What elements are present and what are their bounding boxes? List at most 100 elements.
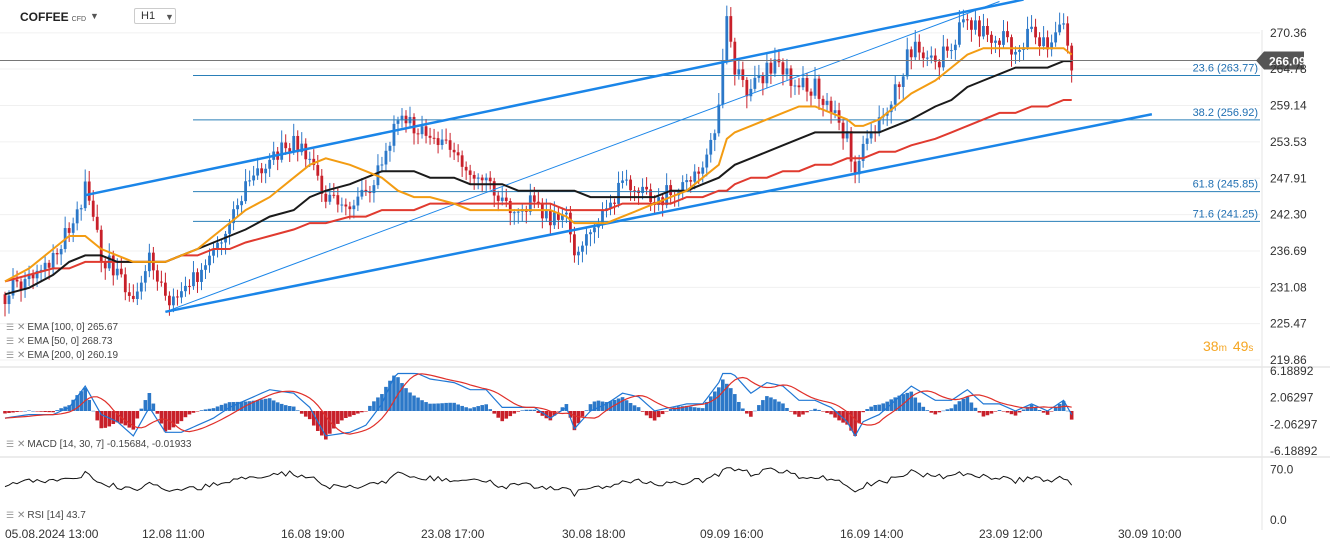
- candle-body: [55, 252, 59, 255]
- candle-body: [1058, 24, 1062, 33]
- candle-body: [544, 210, 548, 219]
- candle-body: [296, 135, 300, 153]
- macd-histogram-bar: [789, 411, 793, 412]
- candle-body: [629, 179, 632, 191]
- remove-icon[interactable]: ✕: [17, 510, 26, 521]
- macd-histogram-bar: [901, 394, 906, 411]
- macd-histogram-bar: [761, 400, 765, 411]
- candle-body: [697, 171, 701, 174]
- candle-body: [577, 251, 580, 256]
- symbol-title[interactable]: COFFEE CFD: [20, 10, 86, 24]
- candle-body: [440, 139, 444, 146]
- candle-body: [793, 85, 797, 87]
- symbol-dropdown-icon[interactable]: ▼: [90, 11, 99, 21]
- candle-body: [925, 57, 929, 59]
- macd-histogram-bar: [664, 411, 669, 412]
- macd-histogram-bar: [223, 403, 228, 411]
- macd-histogram-bar: [512, 411, 517, 414]
- menu-icon[interactable]: ☰: [6, 350, 15, 360]
- candle-body: [436, 138, 440, 146]
- macd-histogram-bar: [953, 404, 958, 411]
- macd-histogram-bar: [324, 411, 328, 440]
- candle-body: [1034, 26, 1037, 38]
- menu-icon[interactable]: ☰: [6, 336, 15, 346]
- candle-body: [212, 249, 215, 256]
- macd-histogram-bar: [929, 411, 934, 413]
- candle-body: [380, 164, 384, 166]
- ema100-label: EMA [100, 0] 265.67: [27, 322, 119, 333]
- remove-icon[interactable]: ✕: [17, 439, 26, 450]
- macd-histogram-bar: [765, 396, 769, 411]
- macd-histogram-bar: [660, 411, 665, 415]
- macd-tick-label: -2.06297: [1270, 417, 1318, 431]
- candle-body: [641, 186, 644, 194]
- macd-histogram-bar: [596, 400, 601, 411]
- candle-body: [500, 197, 504, 201]
- price-tick-label: 219.86: [1270, 353, 1307, 367]
- candle-body: [468, 170, 472, 175]
- candle-body: [797, 85, 801, 88]
- macd-histogram-bar: [183, 411, 188, 418]
- candle-body: [725, 16, 729, 61]
- candle-body: [721, 60, 725, 105]
- macd-histogram-bar: [793, 411, 797, 415]
- candle-body: [532, 195, 536, 202]
- remove-icon[interactable]: ✕: [17, 336, 26, 347]
- candle-body: [412, 116, 416, 134]
- macd-histogram-bar: [47, 411, 51, 413]
- candle-body: [1006, 31, 1009, 38]
- macd-histogram-bar: [1041, 411, 1046, 413]
- macd-histogram-bar: [769, 397, 773, 411]
- ema200-label: EMA [200, 0] 260.19: [27, 350, 119, 361]
- candle-body: [103, 261, 107, 269]
- candle-body: [360, 189, 364, 197]
- remove-icon[interactable]: ✕: [17, 322, 26, 333]
- candle-body: [184, 285, 187, 292]
- candle-body: [320, 175, 324, 194]
- macd-histogram-bar: [340, 411, 344, 421]
- menu-icon[interactable]: ☰: [6, 439, 15, 449]
- macd-histogram-bar: [688, 406, 693, 411]
- macd-histogram-bar: [520, 410, 525, 411]
- macd-histogram-bar: [283, 405, 288, 411]
- candle-body: [127, 292, 131, 296]
- candle-body: [200, 269, 203, 282]
- candle-body: [585, 234, 588, 246]
- candle-body: [665, 185, 669, 206]
- candle-body: [352, 205, 356, 210]
- candle-body: [825, 100, 829, 105]
- macd-histogram-bar: [7, 411, 11, 413]
- timeframe-select[interactable]: H1 ▼: [134, 8, 176, 24]
- macd-histogram-bar: [103, 411, 108, 428]
- trendline-thin: [165, 1, 1000, 313]
- macd-histogram-bar: [368, 405, 372, 411]
- macd-histogram-bar: [837, 411, 841, 421]
- candle-body: [789, 68, 793, 86]
- macd-histogram-bar: [43, 411, 47, 412]
- macd-histogram-bar: [271, 400, 276, 411]
- candle-body: [569, 212, 572, 235]
- menu-icon[interactable]: ☰: [6, 322, 15, 332]
- indicator-ema100: ☰ ✕ EMA [100, 0] 265.67: [6, 322, 118, 333]
- macd-histogram-bar: [632, 405, 637, 411]
- rsi-line: [4, 467, 1073, 498]
- time-tick-label: 12.08 11:00: [142, 527, 205, 541]
- menu-icon[interactable]: ☰: [6, 510, 15, 520]
- candle-body: [444, 139, 448, 141]
- macd-histogram-bar: [696, 407, 701, 411]
- macd-histogram-bar: [131, 411, 136, 430]
- candle-body: [625, 179, 628, 181]
- timeframe-label: H1: [141, 10, 156, 22]
- macd-histogram-bar: [672, 407, 677, 411]
- candle-body: [59, 248, 63, 255]
- macd-histogram-bar: [231, 402, 236, 411]
- macd-histogram-bar: [287, 406, 292, 411]
- macd-histogram-bar: [981, 411, 986, 417]
- remove-icon[interactable]: ✕: [17, 350, 26, 361]
- candle-body: [216, 242, 219, 250]
- candle-body: [617, 182, 620, 204]
- macd-histogram-bar: [965, 396, 970, 411]
- timeframe-dropdown-icon[interactable]: ▼: [165, 12, 174, 22]
- macd-histogram-bar: [532, 409, 537, 411]
